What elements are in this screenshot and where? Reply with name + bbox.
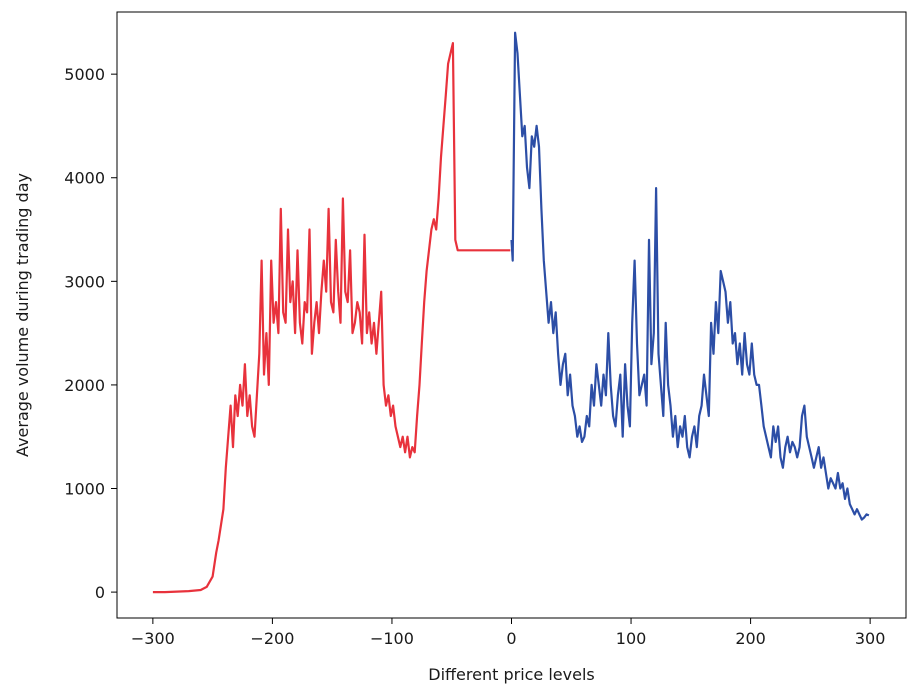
series-line-1 bbox=[152, 41, 511, 594]
plot-frame bbox=[116, 11, 907, 619]
plot-lines bbox=[152, 31, 870, 594]
x-tick-label: 300 bbox=[855, 629, 886, 648]
x-tick-label: −200 bbox=[250, 629, 294, 648]
x-tick-label: 100 bbox=[616, 629, 647, 648]
y-tick-label: 4000 bbox=[64, 169, 105, 188]
x-tick-label: 200 bbox=[735, 629, 766, 648]
x-axis-title: Different price levels bbox=[428, 665, 595, 684]
y-tick-label: 3000 bbox=[64, 272, 105, 291]
x-tick-label: −300 bbox=[131, 629, 175, 648]
y-axis: 0 1000 2000 3000 4000 5000 bbox=[64, 65, 117, 602]
series-line-2 bbox=[510, 31, 870, 521]
x-tick-label: −100 bbox=[370, 629, 414, 648]
y-axis-title: Average volume during trading day bbox=[13, 173, 32, 457]
y-tick-label: 5000 bbox=[64, 65, 105, 84]
y-tick-label: 0 bbox=[95, 583, 105, 602]
y-tick-label: 2000 bbox=[64, 376, 105, 395]
y-tick-label: 1000 bbox=[64, 480, 105, 499]
x-tick-label: 0 bbox=[506, 629, 516, 648]
x-axis: −300 −200 −100 0 100 200 300 bbox=[131, 618, 886, 648]
